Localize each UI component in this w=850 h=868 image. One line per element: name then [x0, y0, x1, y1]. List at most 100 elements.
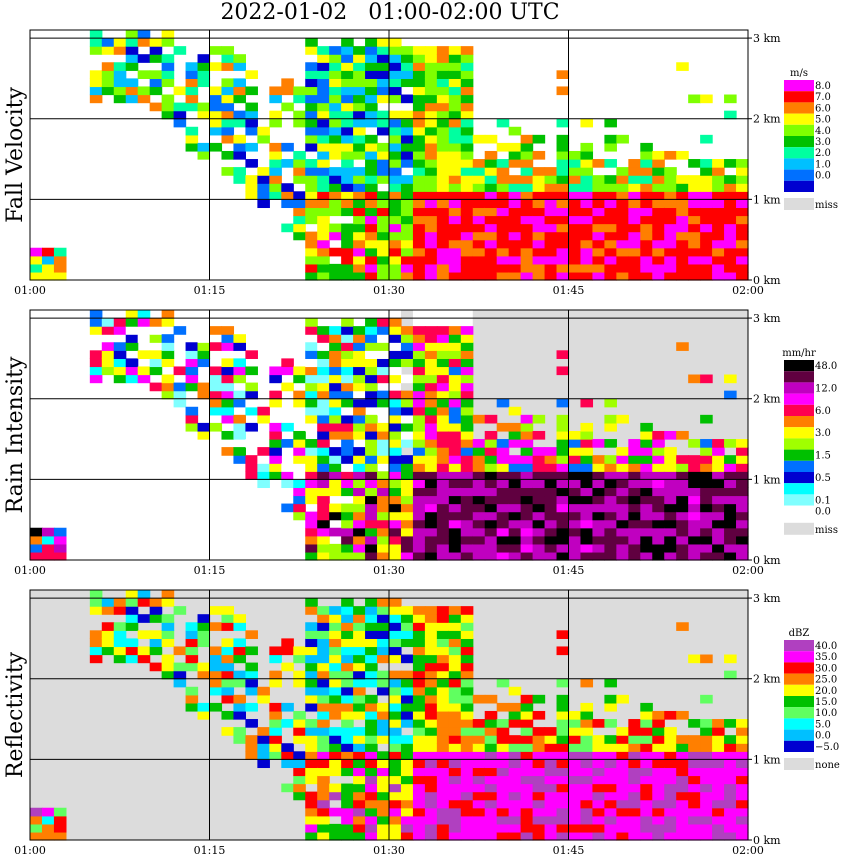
data-cell: [305, 46, 318, 55]
data-cell: [101, 630, 115, 639]
data-cell: [353, 239, 366, 249]
data-cell: [257, 414, 270, 424]
data-cell: [484, 519, 498, 529]
data-cell: [221, 342, 235, 351]
data-cell: [436, 334, 450, 343]
data-cell: [520, 775, 534, 785]
data-cell: [41, 271, 55, 281]
data-cell: [353, 775, 366, 785]
data-cell: [389, 551, 402, 561]
data-cell: [185, 94, 199, 104]
data-cell: [389, 334, 402, 343]
data-cell: [496, 263, 510, 273]
data-cell: [556, 495, 570, 505]
data-cell: [724, 511, 737, 521]
data-cell: [676, 455, 689, 464]
data-cell: [460, 614, 474, 623]
data-cell: [341, 463, 354, 472]
data-cell: [137, 310, 151, 319]
legend-label: 0.1: [815, 495, 831, 506]
data-cell: [520, 175, 534, 184]
data-cell: [257, 751, 270, 760]
data-cell: [389, 439, 402, 448]
data-cell: [520, 783, 534, 793]
data-cell: [424, 142, 438, 152]
data-cell: [700, 263, 713, 273]
data-cell: [305, 743, 318, 752]
data-cell: [724, 535, 737, 545]
data-cell: [89, 318, 103, 327]
data-cell: [676, 519, 689, 529]
data-cell: [508, 783, 522, 793]
data-cell: [377, 447, 390, 456]
legend-units: mm/hr: [782, 348, 816, 359]
data-cell: [89, 310, 103, 319]
data-cell: [377, 175, 390, 184]
data-cell: [616, 503, 629, 513]
legend-swatch: [784, 483, 814, 495]
data-cell: [197, 670, 211, 680]
data-cell: [341, 670, 354, 680]
data-cell: [305, 414, 318, 424]
axis-label: Fall Velocity: [3, 87, 28, 223]
data-cell: [209, 622, 223, 631]
data-cell: [712, 519, 725, 529]
data-cell: [317, 62, 330, 71]
data-cell: [448, 678, 462, 688]
data-cell: [269, 390, 282, 400]
data-cell: [652, 727, 665, 736]
data-cell: [664, 239, 677, 249]
data-cell: [472, 527, 486, 537]
data-cell: [41, 551, 55, 561]
data-cell: [604, 527, 617, 537]
data-cell: [424, 799, 438, 809]
data-cell: [448, 630, 462, 639]
data-cell: [412, 551, 426, 561]
data-cell: [712, 799, 725, 809]
data-cell: [269, 719, 282, 728]
data-cell: [664, 471, 677, 480]
data-cell: [329, 646, 342, 656]
data-cell: [353, 334, 366, 343]
data-cell: [365, 134, 378, 144]
data-cell: [281, 463, 294, 472]
data-cell: [281, 382, 294, 392]
data-cell: [460, 430, 474, 440]
data-cell: [365, 142, 378, 152]
data-cell: [341, 150, 354, 160]
data-cell: [400, 183, 414, 192]
data-cell: [640, 263, 653, 273]
legend-label: 7.0: [815, 92, 831, 103]
data-cell: [389, 46, 402, 55]
data-cell: [484, 767, 498, 777]
data-cell: [688, 471, 701, 480]
data-cell: [472, 479, 486, 489]
data-cell: [604, 551, 617, 561]
data-cell: [161, 382, 175, 392]
data-cell: [700, 463, 713, 472]
data-cell: [341, 702, 354, 712]
data-cell: [580, 255, 594, 265]
data-cell: [640, 799, 653, 809]
data-cell: [353, 207, 366, 217]
data-cell: [460, 207, 474, 217]
data-cell: [257, 727, 270, 736]
data-cell: [544, 759, 558, 769]
data-cell: [197, 78, 211, 88]
data-cell: [341, 54, 354, 63]
data-cell: [688, 439, 701, 448]
data-cell: [149, 382, 163, 392]
data-cell: [520, 199, 534, 209]
data-cell: [89, 30, 103, 39]
data-cell: [125, 310, 139, 319]
data-cell: [377, 110, 390, 120]
data-cell: [724, 239, 737, 249]
data-cell: [377, 398, 390, 408]
data-cell: [664, 191, 677, 200]
data-cell: [520, 430, 534, 440]
data-cell: [317, 223, 330, 233]
data-cell: [400, 223, 414, 233]
data-cell: [377, 207, 390, 217]
data-cell: [365, 598, 378, 607]
data-cell: [688, 191, 701, 200]
